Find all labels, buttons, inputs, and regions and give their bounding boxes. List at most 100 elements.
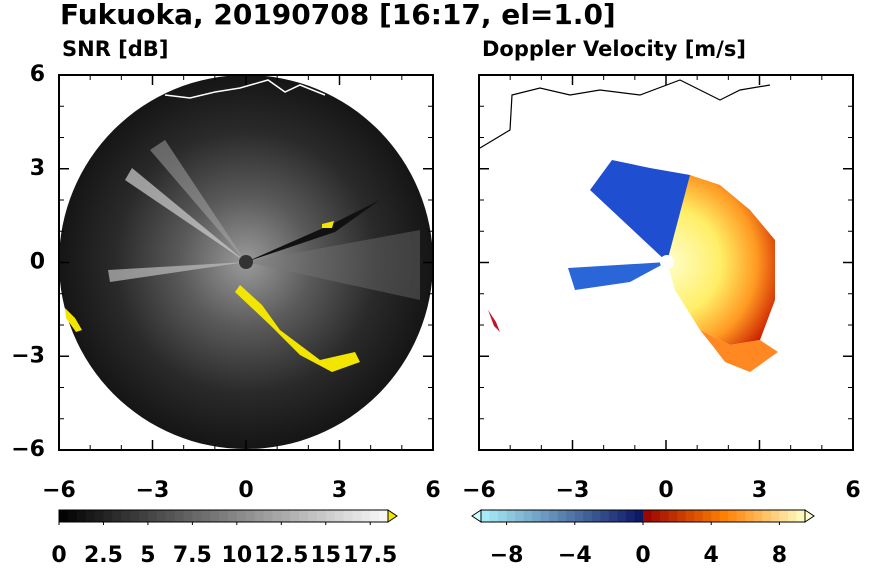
y-tick-label: −3: [11, 343, 45, 368]
colorbar-segment: [272, 510, 282, 522]
colorbar-segment: [210, 510, 220, 522]
colorbar-tick-label: 10: [222, 543, 253, 568]
x-tick-label: −3: [136, 478, 170, 503]
colorbar-tick-label: 8: [772, 543, 787, 568]
colorbar-segment: [779, 510, 789, 522]
colorbar-segment: [236, 510, 247, 522]
x-tick-label: 3: [332, 478, 347, 503]
colorbar-tick-label: 7.5: [173, 543, 212, 568]
x-tick-label: 6: [425, 478, 440, 503]
colorbar-tick-label: 4: [704, 543, 719, 568]
y-tick-label: 6: [30, 62, 45, 87]
colorbar-segment: [147, 510, 158, 522]
colorbar-segment: [498, 510, 508, 522]
x-tick-label: 3: [752, 478, 767, 503]
colorbar-segment: [523, 510, 533, 522]
colorbar-segment: [325, 510, 336, 522]
x-tick-label: 0: [658, 478, 673, 503]
colorbar-segment: [617, 510, 627, 522]
colorbar-segment: [634, 510, 644, 522]
y-tick-label: 0: [30, 250, 45, 275]
snr-image: [59, 75, 433, 449]
colorbar-segment: [174, 510, 184, 522]
colorbar-segment: [677, 510, 687, 522]
colorbar-segment: [736, 510, 746, 522]
colorbar-extension: [804, 509, 815, 523]
colorbar-segment: [263, 510, 273, 522]
colorbar-segment: [532, 510, 542, 522]
colorbar-segment: [625, 510, 635, 522]
colorbar-extension: [471, 509, 482, 523]
colorbar-segment: [608, 510, 618, 522]
colorbar-segment: [227, 510, 238, 522]
colorbar-segment: [299, 510, 309, 522]
colorbar-segment: [379, 510, 389, 522]
y-tick-label: 3: [30, 156, 45, 181]
colorbar-segment: [334, 510, 345, 522]
colorbar-segment: [685, 510, 695, 522]
panel-title: SNR [dB]: [62, 37, 168, 61]
x-tick-label: −3: [556, 478, 590, 503]
colorbar-segment: [668, 510, 678, 522]
colorbar-segment: [489, 510, 499, 522]
colorbar-segment: [59, 510, 69, 522]
colorbar-segment: [515, 510, 525, 522]
colorbar-segment: [702, 510, 712, 522]
colorbar-segment: [506, 510, 516, 522]
colorbar-segment: [600, 510, 610, 522]
colorbar-segment: [762, 510, 772, 522]
colorbar-segment: [540, 510, 550, 522]
colorbar-segment: [694, 510, 704, 522]
colorbar-segment: [245, 510, 256, 522]
colorbar-segment: [165, 510, 176, 522]
colorbar-segment: [94, 510, 104, 522]
x-tick-label: 6: [845, 478, 860, 503]
colorbar-segment: [787, 510, 797, 522]
colorbar-segment: [651, 510, 661, 522]
colorbar-segment: [728, 510, 738, 522]
colorbar-tick-label: 2.5: [84, 543, 123, 568]
colorbar-segment: [745, 510, 755, 522]
colorbar-segment: [219, 510, 229, 522]
colorbar-tick-label: −4: [558, 543, 592, 568]
colorbar-segment: [583, 510, 593, 522]
y-tick-label: −6: [11, 437, 45, 462]
colorbar-extension: [387, 509, 398, 523]
colorbar-segment: [557, 510, 567, 522]
x-tick-label: −6: [462, 478, 496, 503]
figure-title: Fukuoka, 20190708 [16:17, el=1.0]: [60, 0, 616, 31]
colorbar-segment: [753, 510, 763, 522]
colorbar-tick-label: 15: [310, 543, 341, 568]
colorbar-segment: [566, 510, 576, 522]
colorbar-segment: [643, 510, 653, 522]
colorbar-tick-label: 5: [140, 543, 155, 568]
colorbar-tick-label: −8: [490, 543, 524, 568]
colorbar-segment: [103, 510, 113, 522]
colorbar-segment: [201, 510, 211, 522]
colorbar-segment: [370, 510, 380, 522]
colorbar-segment: [254, 510, 265, 522]
colorbar-segment: [112, 510, 122, 522]
colorbar-tick-label: 12.5: [254, 543, 308, 568]
colorbar-segment: [591, 510, 601, 522]
colorbar-tick-label: 0: [635, 543, 650, 568]
colorbar-segment: [574, 510, 584, 522]
colorbar-segment: [192, 510, 202, 522]
colorbar-segment: [130, 510, 140, 522]
colorbar-segment: [290, 510, 300, 522]
colorbar-segment: [316, 510, 327, 522]
colorbar-segment: [481, 510, 491, 522]
colorbar-segment: [719, 510, 729, 522]
x-tick-label: 0: [238, 478, 253, 503]
colorbar-segment: [770, 510, 780, 522]
colorbar-segment: [121, 510, 131, 522]
colorbar-segment: [343, 510, 353, 522]
colorbar-segment: [549, 510, 559, 522]
x-tick-label: −6: [42, 478, 76, 503]
colorbar-segment: [352, 510, 362, 522]
colorbar-segment: [156, 510, 167, 522]
doppler-image: [479, 79, 778, 372]
colorbar-segment: [85, 510, 96, 522]
colorbar-tick-label: 0: [51, 543, 66, 568]
